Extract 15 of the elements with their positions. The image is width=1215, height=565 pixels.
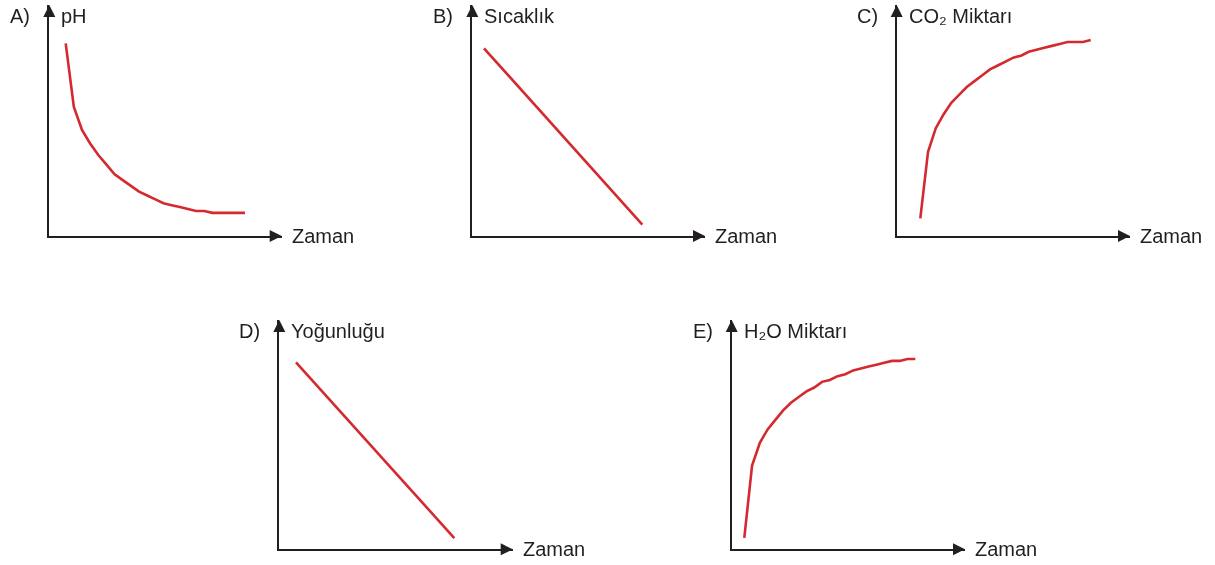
y-axis-title: Yoğunluğu: [291, 320, 385, 342]
y-axis-title: CO₂ Miktarı: [909, 5, 1013, 27]
x-axis-title: Zaman: [292, 225, 355, 247]
y-axis-title: pH: [61, 5, 87, 27]
x-axis-title: Zaman: [715, 225, 778, 247]
x-axis-title: Zaman: [523, 538, 586, 560]
chart-title: D): [239, 320, 261, 342]
chart-title: C): [857, 5, 879, 27]
chart-title: A): [10, 5, 30, 27]
chart-title: E): [693, 320, 713, 342]
x-axis-title: Zaman: [975, 538, 1038, 560]
y-axis-title: H₂O Miktarı: [744, 320, 848, 342]
x-axis-title: Zaman: [1140, 225, 1203, 247]
y-axis-title: Sıcaklık: [484, 5, 556, 27]
chart-title: B): [433, 5, 453, 27]
